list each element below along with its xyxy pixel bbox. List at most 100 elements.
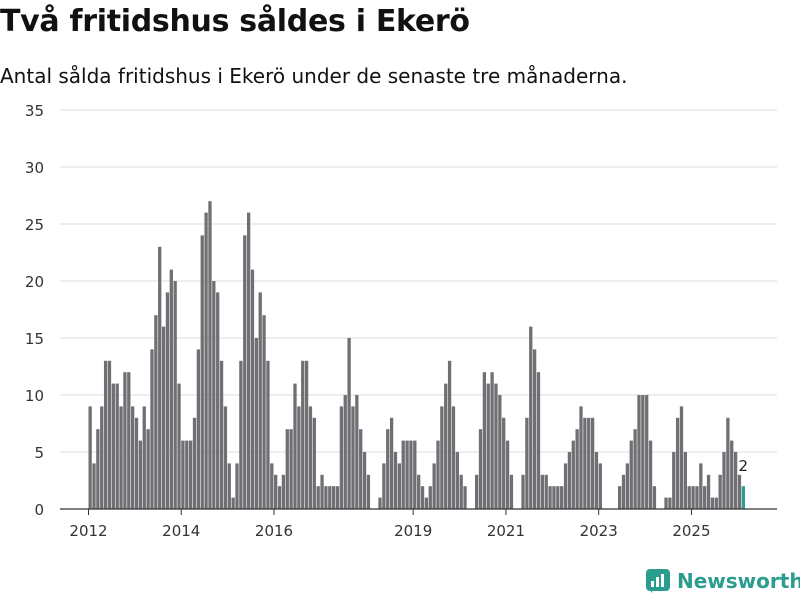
- bar: [583, 417, 587, 509]
- bar: [556, 486, 560, 509]
- bar: [475, 474, 479, 509]
- bar: [161, 326, 166, 509]
- bar: [378, 497, 382, 509]
- bar: [401, 440, 405, 509]
- bar: [239, 360, 243, 509]
- bar: [285, 429, 289, 509]
- bar: [343, 395, 347, 509]
- bar: [683, 452, 688, 509]
- bar: [645, 395, 649, 509]
- bar: [451, 406, 456, 509]
- y-tick-label: 20: [25, 273, 44, 291]
- bar: [587, 417, 591, 509]
- bar: [478, 429, 483, 509]
- y-tick-label: 0: [34, 501, 44, 519]
- bar: [529, 326, 533, 509]
- bar: [138, 440, 143, 509]
- bar: [127, 372, 131, 509]
- bar: [652, 486, 657, 509]
- bar: [281, 474, 286, 509]
- bar: [103, 360, 108, 509]
- bar: [262, 315, 266, 509]
- bar: [668, 497, 672, 509]
- bar: [722, 452, 726, 509]
- bar: [521, 474, 525, 509]
- bar: [200, 235, 204, 509]
- bar: [494, 383, 498, 509]
- bar: [169, 269, 173, 509]
- bar: [393, 452, 398, 509]
- bar: [730, 440, 734, 509]
- bar: [335, 486, 340, 509]
- bar: [134, 417, 139, 509]
- bar: [664, 497, 668, 509]
- bar: [223, 406, 228, 509]
- bar: [706, 474, 711, 509]
- bar: [648, 440, 653, 509]
- bar: [641, 395, 645, 509]
- bar: [204, 212, 208, 509]
- bar: [675, 417, 680, 509]
- bar: [208, 201, 212, 509]
- bar: [733, 452, 738, 509]
- bar: [328, 486, 332, 509]
- bar: [560, 486, 564, 509]
- bar: [324, 486, 328, 509]
- bar: [355, 395, 359, 509]
- bar: [463, 486, 467, 509]
- bar: [444, 383, 448, 509]
- bar: [359, 429, 363, 509]
- bar: [397, 463, 401, 509]
- bar: [710, 497, 715, 509]
- bar: [185, 440, 189, 509]
- bar: [246, 212, 251, 509]
- x-tick-label: 2014: [162, 522, 200, 540]
- x-tick-label: 2023: [580, 522, 618, 540]
- bar: [308, 406, 313, 509]
- newsworthy-logo-icon: [646, 569, 670, 593]
- bar: [119, 406, 123, 509]
- bar: [482, 372, 487, 509]
- chart-title: Två fritidshus såldes i Ekerö: [0, 4, 470, 39]
- bar: [123, 372, 127, 509]
- bar: [552, 486, 556, 509]
- highlighted-bar: [741, 486, 745, 509]
- x-tick-label: 2021: [487, 522, 525, 540]
- bar: [409, 440, 413, 509]
- x-tick-label: 2019: [394, 522, 432, 540]
- newsworthy-logo: Newsworthy: [645, 568, 800, 594]
- bar: [181, 440, 185, 509]
- bar: [107, 360, 112, 509]
- bar: [571, 440, 575, 509]
- bar: [447, 360, 452, 509]
- bar: [498, 395, 502, 509]
- bar: [536, 372, 541, 509]
- bar: [532, 349, 537, 509]
- bar: [428, 486, 432, 509]
- bar: [455, 452, 459, 509]
- bar: [544, 474, 548, 509]
- bar: [177, 383, 181, 509]
- bar: [196, 349, 201, 509]
- bar: [548, 486, 552, 509]
- bar: [563, 463, 568, 509]
- bar: [270, 463, 274, 509]
- bar: [366, 474, 371, 509]
- bar: [173, 281, 177, 509]
- bar: [436, 440, 440, 509]
- bar: [351, 406, 355, 509]
- bar: [111, 383, 115, 509]
- bar: [621, 474, 626, 509]
- bar: [440, 406, 444, 509]
- bar: [413, 440, 417, 509]
- bar: [150, 349, 154, 509]
- bar: [320, 474, 324, 509]
- bar: [505, 440, 510, 509]
- bar: [297, 406, 301, 509]
- bar: [258, 292, 262, 509]
- y-tick-label: 25: [25, 216, 44, 234]
- bar: [718, 474, 722, 509]
- bar: [382, 463, 386, 509]
- y-tick-label: 10: [25, 387, 44, 405]
